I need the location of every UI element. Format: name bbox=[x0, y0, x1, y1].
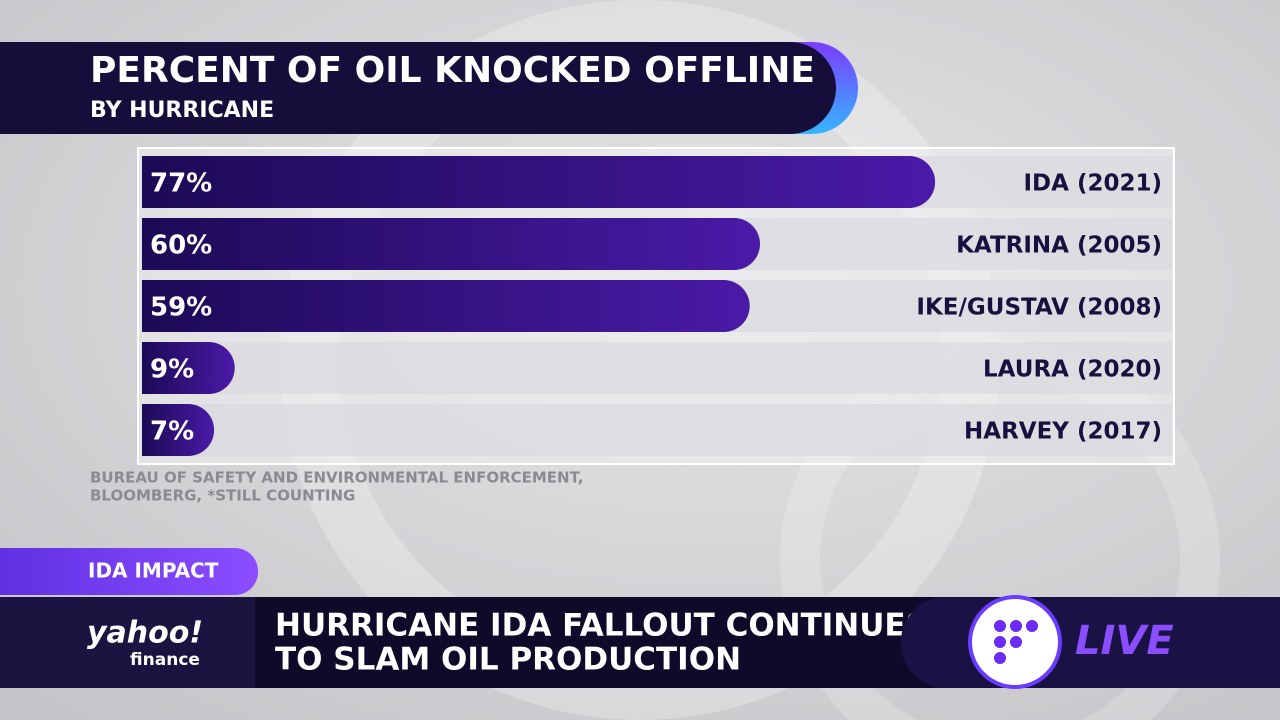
source: BUREAU OF SAFETY AND ENVIRONMENTAL ENFOR… bbox=[90, 469, 583, 487]
row-track bbox=[142, 404, 1172, 456]
chart-subtitle: BY HURRICANE bbox=[90, 98, 274, 123]
bar bbox=[142, 156, 936, 208]
category-label: IKE/GUSTAV (2008) bbox=[916, 295, 1162, 321]
source: BLOOMBERG, *STILL COUNTING bbox=[90, 487, 355, 505]
value-label: 60% bbox=[150, 231, 212, 261]
bar bbox=[142, 404, 215, 456]
category-label: LAURA (2020) bbox=[983, 357, 1162, 383]
category-label: IDA (2021) bbox=[1024, 171, 1163, 197]
value-label: 9% bbox=[150, 355, 194, 385]
live: LIVE bbox=[1075, 618, 1174, 664]
bar bbox=[142, 280, 750, 332]
logo-box bbox=[0, 597, 255, 688]
logo: yahoo! bbox=[87, 616, 203, 651]
row-track bbox=[142, 342, 1172, 394]
category-label: KATRINA (2005) bbox=[956, 233, 1162, 259]
headline: HURRICANE IDA FALLOUT CONTINUES bbox=[275, 608, 928, 644]
category-label: HARVEY (2017) bbox=[964, 419, 1162, 445]
network-logo-dots bbox=[994, 620, 1038, 664]
logo-sub: finance bbox=[130, 650, 200, 670]
headline: TO SLAM OIL PRODUCTION bbox=[275, 642, 741, 678]
title-banner bbox=[0, 42, 836, 134]
bar bbox=[142, 218, 760, 270]
tag-pill bbox=[0, 548, 258, 595]
chart-title: PERCENT OF OIL KNOCKED OFFLINE bbox=[90, 50, 815, 91]
value-label: 59% bbox=[150, 293, 212, 323]
bar bbox=[142, 342, 235, 394]
value-label: 77% bbox=[150, 169, 212, 199]
tag: IDA IMPACT bbox=[88, 559, 219, 583]
value-label: 7% bbox=[150, 417, 194, 447]
